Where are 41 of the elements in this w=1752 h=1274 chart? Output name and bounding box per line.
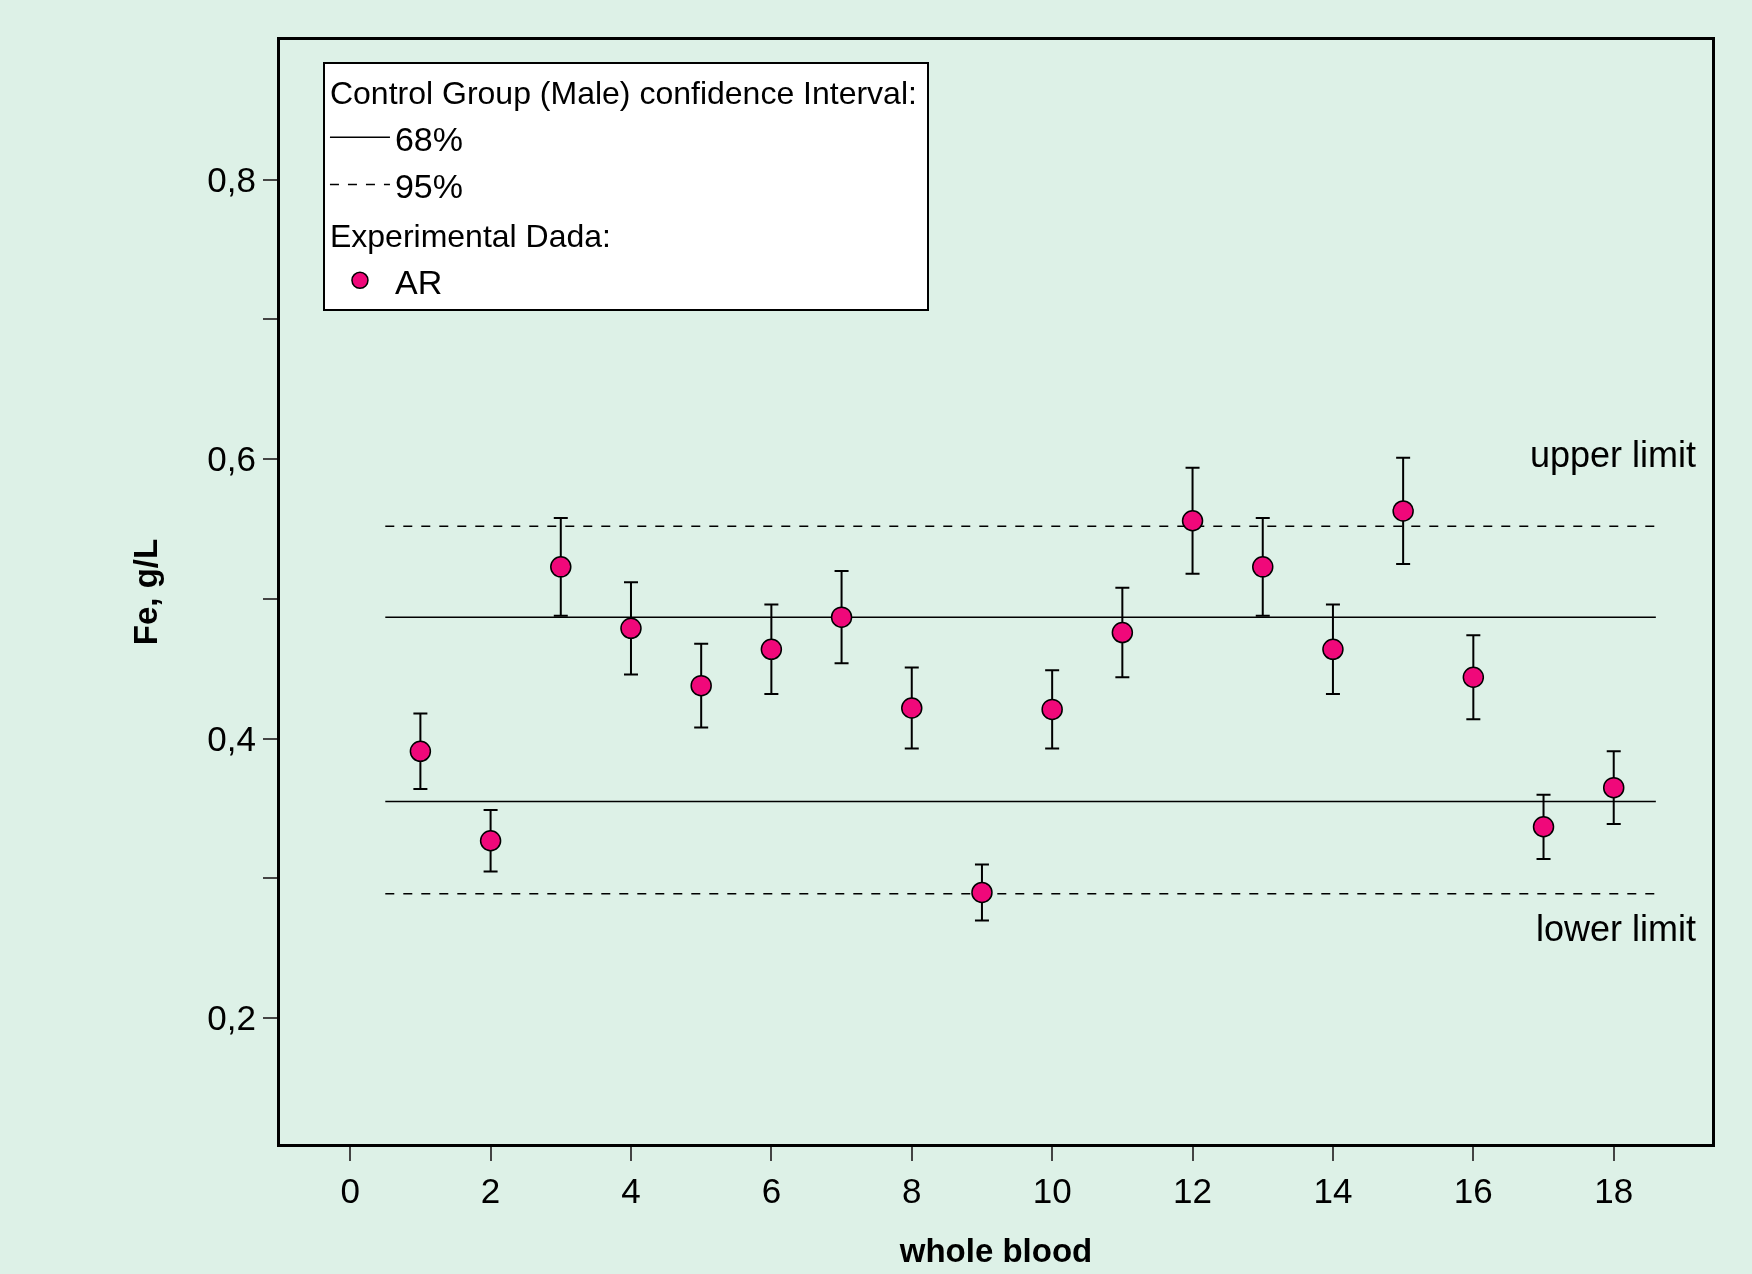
x-tick-label: 16	[1453, 1171, 1493, 1210]
point	[409, 740, 432, 763]
y-tick-label: 0,8	[207, 160, 256, 199]
point	[620, 617, 642, 640]
point	[1322, 638, 1344, 661]
point	[1392, 500, 1414, 522]
point	[901, 697, 923, 719]
point	[1602, 776, 1625, 799]
x-tick-label: 2	[480, 1171, 501, 1210]
point	[479, 830, 502, 852]
point	[1462, 666, 1485, 688]
x-tick-label: 6	[761, 1171, 782, 1210]
annotation: lower limit	[1536, 908, 1697, 949]
x-tick-label: 18	[1594, 1171, 1634, 1210]
x-tick-label: 8	[902, 1171, 922, 1210]
point	[1111, 621, 1134, 644]
text: Experimental Dada:	[329, 217, 611, 254]
x-tick-label: 12	[1173, 1171, 1213, 1210]
x-tick-label: 14	[1313, 1171, 1353, 1210]
annotation: upper limit	[1530, 434, 1697, 475]
point	[830, 606, 853, 628]
point	[1181, 509, 1204, 532]
y-tick-label: 0,2	[207, 998, 256, 1038]
y-axis-title: Fe, g/L	[127, 538, 165, 646]
point	[550, 556, 572, 578]
legend-label: 95%	[394, 166, 464, 205]
point	[971, 881, 993, 904]
legend-label: AR	[394, 262, 443, 301]
legend-label: 68%	[394, 119, 464, 158]
y-tick-label: 0,6	[207, 439, 256, 479]
point	[1252, 556, 1274, 578]
text: Control Group (Male) confidence Interval:	[329, 74, 917, 111]
point	[760, 638, 783, 661]
y-tick-label: 0,4	[207, 718, 256, 758]
point	[690, 674, 712, 697]
x-tick-label: 4	[621, 1171, 641, 1210]
x-axis-title: whole blood	[898, 1231, 1093, 1269]
point	[1041, 698, 1063, 721]
point	[1532, 816, 1555, 838]
x-tick-label: 0	[340, 1171, 360, 1210]
x-tick-label: 10	[1032, 1171, 1072, 1210]
